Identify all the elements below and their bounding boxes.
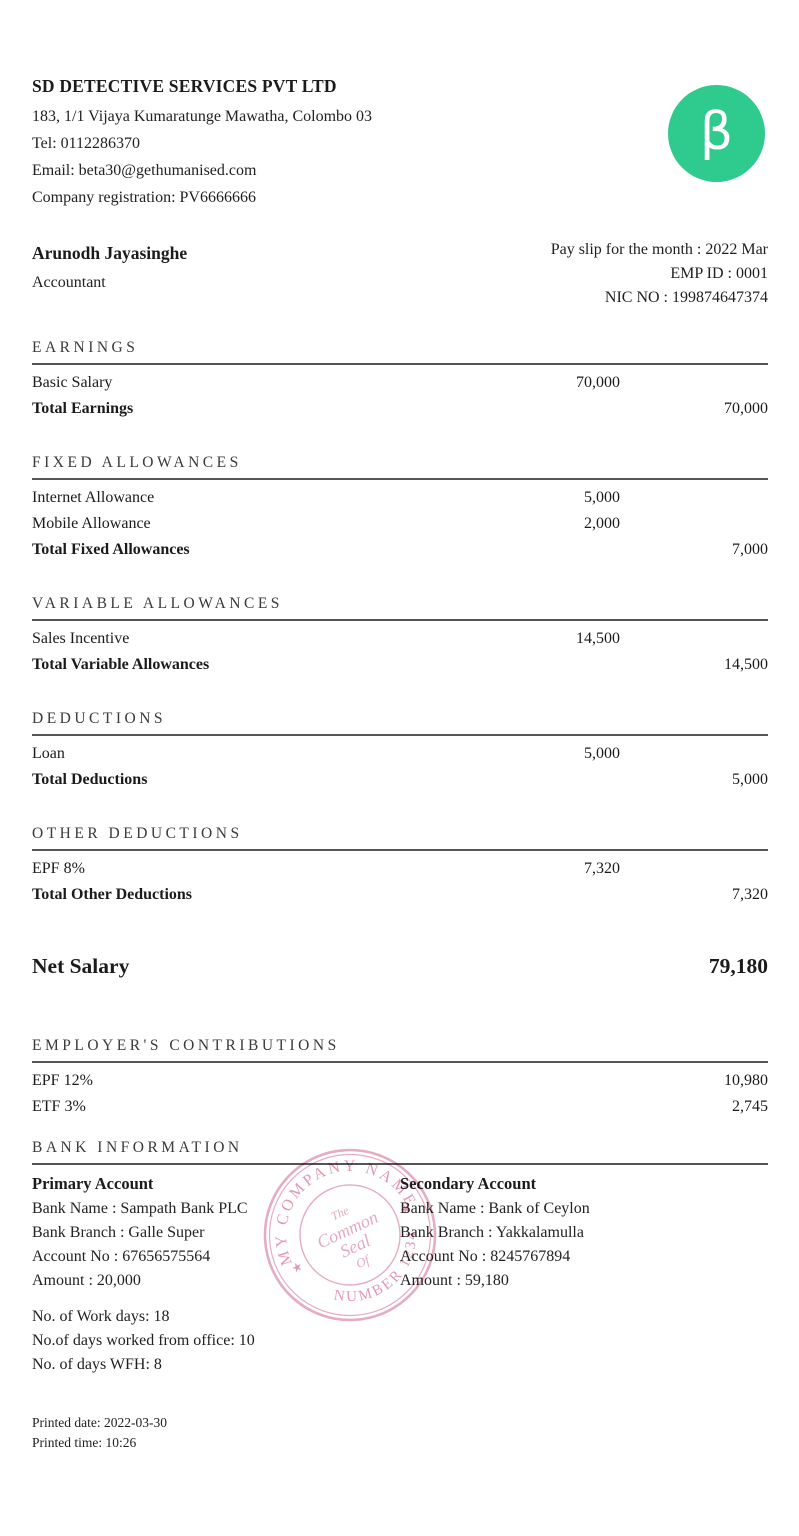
line-item: Basic Salary 70,000: [32, 370, 768, 396]
line-item-amount: 2,000: [584, 515, 620, 532]
section-fixed-allowances: FIXED ALLOWANCES Internet Allowance 5,00…: [32, 453, 768, 563]
section-total-value: 5,000: [732, 771, 768, 788]
section-variable-allowances: VARIABLE ALLOWANCES Sales Incentive 14,5…: [32, 594, 768, 678]
section-total-value: 14,500: [724, 656, 768, 673]
line-item-amount: 7,320: [584, 860, 620, 877]
line-item: EPF 12% 10,980: [32, 1068, 768, 1094]
section-total-value: 7,000: [732, 541, 768, 558]
company-tel: Tel: 0112286370: [32, 135, 141, 152]
section-total-label: Total Deductions: [32, 771, 148, 788]
section-title: BANK INFORMATION: [32, 1138, 768, 1165]
line-item-value: 2,745: [732, 1098, 768, 1115]
section-title: VARIABLE ALLOWANCES: [32, 594, 768, 621]
section-other-deductions: OTHER DEDUCTIONS EPF 8% 7,320 Total Othe…: [32, 824, 768, 908]
primary-account-block: Primary Account Bank Name : Sampath Bank…: [32, 1171, 400, 1293]
line-item: ETF 3% 2,745: [32, 1094, 768, 1120]
section-total-label: Total Other Deductions: [32, 886, 193, 903]
employee-name: Arunodh Jayasinghe: [32, 243, 188, 263]
section-total-label: Total Earnings: [32, 400, 134, 417]
line-item: Loan 5,000: [32, 741, 768, 767]
work-days-wfh: No. of days WFH: 8: [32, 1356, 162, 1373]
company-name: SD DETECTIVE SERVICES PVT LTD: [32, 76, 337, 96]
line-item-label: Mobile Allowance: [32, 515, 151, 532]
line-item-amount: 5,000: [584, 745, 620, 762]
company-logo: β: [668, 85, 765, 182]
secondary-amount: Amount : 59,180: [400, 1272, 509, 1289]
secondary-account-block: Secondary Account Bank Name : Bank of Ce…: [400, 1171, 768, 1293]
section-employer-contributions: EMPLOYER'S CONTRIBUTIONS EPF 12% 10,980 …: [32, 1036, 768, 1120]
printed-date: Printed date: 2022-03-30: [32, 1415, 167, 1430]
secondary-account-heading: Secondary Account: [400, 1174, 537, 1193]
section-total-row: Total Other Deductions 7,320: [32, 882, 768, 908]
employee-id: EMP ID : 0001: [670, 265, 768, 282]
section-total-row: Total Earnings 70,000: [32, 396, 768, 422]
secondary-bank-name: Bank Name : Bank of Ceylon: [400, 1200, 590, 1217]
section-total-label: Total Variable Allowances: [32, 656, 210, 673]
line-item: Mobile Allowance 2,000: [32, 511, 768, 537]
section-title: EMPLOYER'S CONTRIBUTIONS: [32, 1036, 768, 1063]
company-header: SD DETECTIVE SERVICES PVT LTD 183, 1/1 V…: [32, 75, 768, 211]
work-days-block: No. of Work days: 18 No.of days worked f…: [32, 1305, 768, 1377]
section-earnings: EARNINGS Basic Salary 70,000 Total Earni…: [32, 338, 768, 422]
primary-account-no: Account No : 67656575564: [32, 1248, 211, 1265]
primary-bank-name: Bank Name : Sampath Bank PLC: [32, 1200, 248, 1217]
section-title: FIXED ALLOWANCES: [32, 453, 768, 480]
employee-designation: Accountant: [32, 274, 106, 291]
section-total-label: Total Fixed Allowances: [32, 541, 190, 558]
company-email: Email: beta30@gethumanised.com: [32, 162, 257, 179]
section-total-row: Total Fixed Allowances 7,000: [32, 537, 768, 563]
line-item-label: Basic Salary: [32, 374, 113, 391]
payslip-month: Pay slip for the month : 2022 Mar: [550, 241, 768, 258]
employee-strip: Arunodh Jayasinghe Accountant Pay slip f…: [32, 241, 768, 310]
section-total-row: Total Variable Allowances 14,500: [32, 652, 768, 678]
line-item-value: 10,980: [724, 1072, 768, 1089]
primary-amount: Amount : 20,000: [32, 1272, 141, 1289]
line-item: EPF 8% 7,320: [32, 856, 768, 882]
employee-nic: NIC NO : 199874647374: [604, 289, 768, 306]
section-title: EARNINGS: [32, 338, 768, 365]
company-registration: Company registration: PV6666666: [32, 189, 256, 206]
company-address: 183, 1/1 Vijaya Kumaratunge Mawatha, Col…: [32, 108, 373, 125]
line-item-label: Internet Allowance: [32, 489, 155, 506]
primary-bank-branch: Bank Branch : Galle Super: [32, 1224, 205, 1241]
line-item-label: Sales Incentive: [32, 630, 130, 647]
secondary-account-no: Account No : 8245767894: [400, 1248, 571, 1265]
secondary-bank-branch: Bank Branch : Yakkalamulla: [400, 1224, 584, 1241]
line-item-amount: 5,000: [584, 489, 620, 506]
line-item-amount: 14,500: [576, 630, 620, 647]
line-item-label: EPF 8%: [32, 860, 85, 877]
line-item: Sales Incentive 14,500: [32, 626, 768, 652]
line-item: Internet Allowance 5,000: [32, 485, 768, 511]
work-days-total: No. of Work days: 18: [32, 1308, 170, 1325]
net-salary-value: 79,180: [708, 954, 768, 978]
line-item-amount: 70,000: [576, 374, 620, 391]
net-salary-row: Net Salary 79,180: [32, 952, 768, 980]
primary-account-heading: Primary Account: [32, 1174, 154, 1193]
line-item-label: EPF 12%: [32, 1072, 93, 1089]
section-total-value: 70,000: [724, 400, 768, 417]
line-item-label: ETF 3%: [32, 1098, 86, 1115]
line-item-label: Loan: [32, 745, 65, 762]
net-salary-label: Net Salary: [32, 954, 130, 978]
printed-info: Printed date: 2022-03-30 Printed time: 1…: [32, 1413, 768, 1453]
work-days-office: No.of days worked from office: 10: [32, 1332, 255, 1349]
beta-logo-icon: β: [699, 101, 734, 162]
section-total-row: Total Deductions 5,000: [32, 767, 768, 793]
section-bank-information: BANK INFORMATION Primary Account Bank Na…: [32, 1138, 768, 1293]
section-deductions: DEDUCTIONS Loan 5,000 Total Deductions 5…: [32, 709, 768, 793]
section-title: DEDUCTIONS: [32, 709, 768, 736]
printed-time: Printed time: 10:26: [32, 1435, 137, 1450]
section-total-value: 7,320: [732, 886, 768, 903]
section-title: OTHER DEDUCTIONS: [32, 824, 768, 851]
